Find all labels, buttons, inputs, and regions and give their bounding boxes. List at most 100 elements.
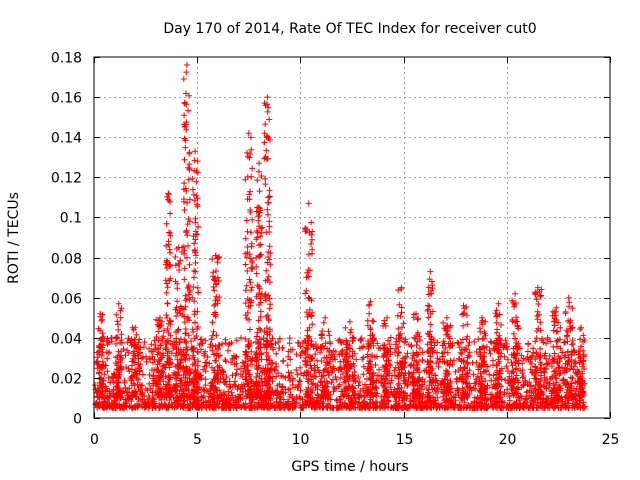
data-point (175, 368, 181, 375)
data-point (549, 373, 556, 380)
data-point (366, 310, 373, 317)
x-tick-label: 5 (193, 432, 202, 448)
data-point (324, 345, 331, 352)
data-point (108, 373, 115, 380)
data-point (208, 364, 215, 371)
data-point (512, 335, 518, 342)
data-point (458, 394, 465, 401)
data-point (167, 230, 174, 237)
data-point (242, 336, 249, 342)
data-point (287, 385, 294, 392)
data-point (255, 400, 262, 407)
data-point (494, 369, 500, 376)
data-point (193, 379, 199, 386)
data-point (247, 386, 253, 393)
data-point (173, 394, 180, 401)
data-point (440, 389, 446, 396)
data-point (256, 160, 263, 167)
data-point (208, 336, 215, 343)
data-point (544, 336, 551, 343)
data-point (242, 176, 249, 183)
data-point (332, 348, 339, 355)
data-point (211, 369, 218, 376)
data-point (262, 181, 269, 188)
data-point (447, 389, 454, 396)
data-point (244, 268, 251, 274)
data-point (174, 403, 181, 410)
data-point (132, 359, 138, 366)
data-point (562, 352, 569, 359)
data-point (366, 365, 373, 372)
data-point (489, 391, 495, 398)
data-point (551, 309, 558, 316)
data-point (408, 343, 415, 350)
data-point (256, 356, 262, 363)
data-point (481, 328, 488, 335)
data-point (444, 360, 451, 367)
data-point (520, 355, 527, 362)
data-point (430, 378, 437, 385)
data-point (264, 94, 271, 101)
data-point (165, 374, 172, 381)
data-point (553, 375, 560, 382)
data-point (261, 404, 268, 411)
data-point (510, 352, 517, 358)
data-point (412, 394, 419, 401)
data-point (456, 375, 463, 382)
data-point (337, 399, 344, 406)
data-point (559, 349, 566, 356)
data-point (246, 196, 253, 203)
data-point (320, 387, 326, 394)
data-point (316, 404, 323, 410)
data-point (265, 273, 272, 280)
data-point (509, 378, 516, 385)
data-point (98, 341, 105, 348)
data-point (306, 354, 313, 360)
data-point (495, 374, 502, 380)
data-point (374, 390, 381, 397)
data-point (152, 388, 159, 394)
data-point (546, 352, 553, 359)
data-point (243, 374, 250, 380)
data-point (191, 335, 198, 342)
data-point (198, 336, 205, 343)
data-point (564, 338, 571, 345)
data-point (303, 369, 310, 376)
data-point (219, 404, 226, 411)
data-point (427, 358, 434, 365)
data-point (100, 361, 107, 368)
data-point (118, 339, 125, 346)
axis-ticks: 0 5 10 15 20 25 0 0.02 0.04 0.06 0.08 0.1 0.12 0.14 0.… (51, 51, 620, 449)
data-point (379, 400, 386, 406)
data-point (181, 180, 188, 187)
data-point (307, 362, 314, 369)
data-point (286, 335, 293, 341)
data-point (266, 305, 273, 312)
data-point (481, 345, 488, 352)
data-point (183, 119, 190, 126)
data-point (527, 383, 534, 390)
data-point (553, 328, 560, 335)
data-point (534, 353, 541, 360)
data-point (498, 402, 505, 409)
data-point (202, 337, 209, 344)
data-point (428, 335, 435, 342)
data-point (399, 360, 406, 367)
data-point (498, 322, 504, 328)
data-point (172, 306, 179, 313)
data-point (557, 387, 564, 394)
data-point (443, 314, 450, 321)
data-point (448, 402, 455, 409)
data-point (264, 367, 271, 374)
data-point (253, 263, 260, 270)
data-point (308, 354, 315, 361)
data-point (192, 387, 198, 394)
data-point (463, 303, 470, 310)
data-point (266, 116, 273, 123)
data-point (381, 352, 388, 358)
data-point (264, 312, 271, 319)
data-point (222, 340, 229, 347)
data-point (103, 385, 110, 392)
data-point (434, 394, 441, 401)
data-point (159, 368, 166, 375)
